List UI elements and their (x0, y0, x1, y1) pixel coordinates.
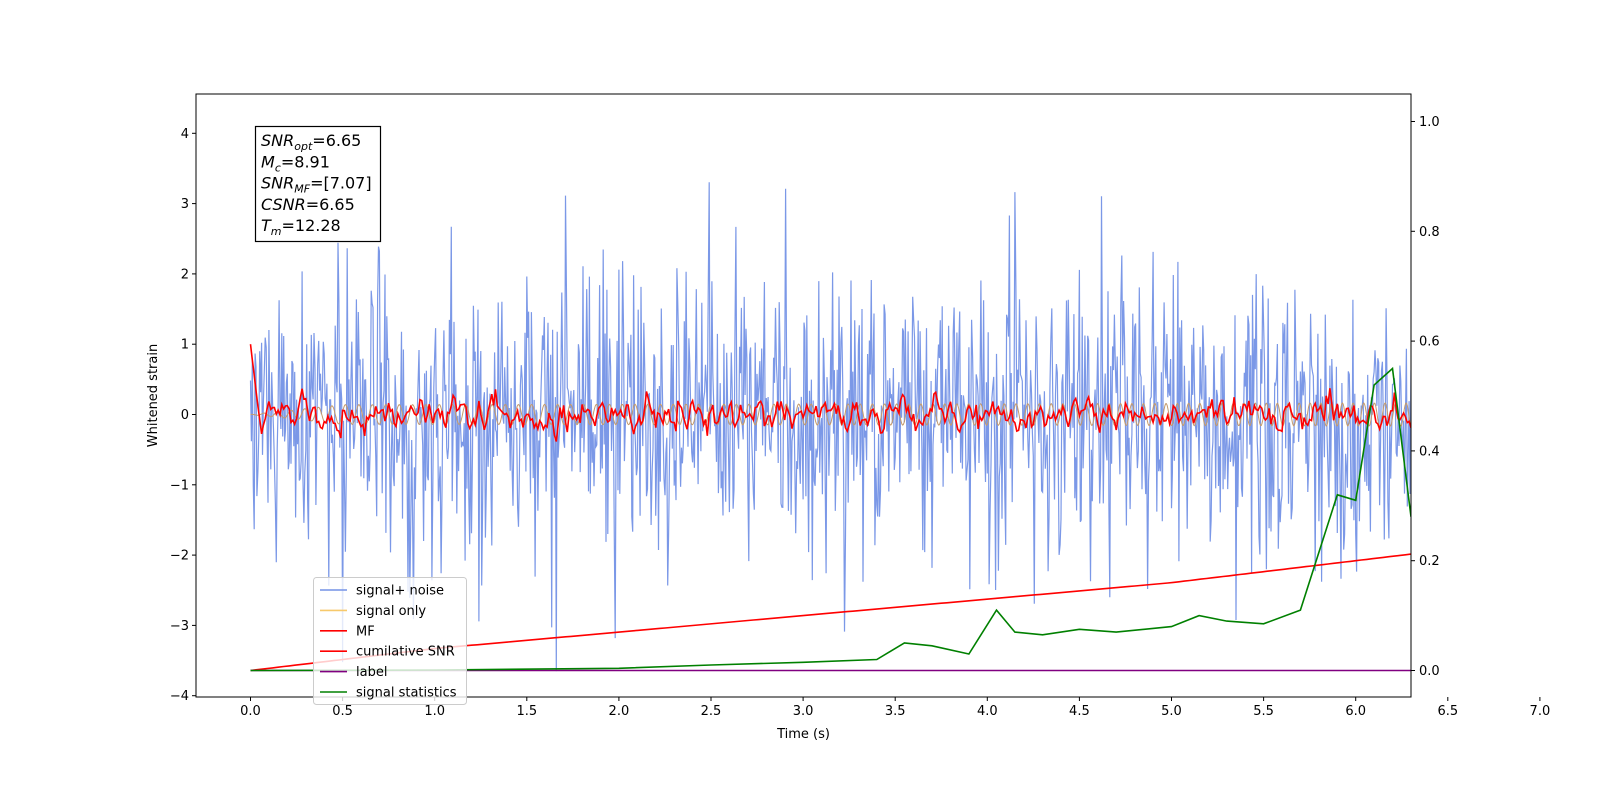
annotation-subscript: c (275, 161, 281, 174)
legend: signal+ noise signal only MF cumilative SNR… (313, 577, 467, 705)
x-tick-label: 6.5 (1437, 704, 1458, 719)
annotation-symbol: T (261, 216, 272, 235)
y-tick-left-label: −2 (170, 549, 189, 564)
y-axis-label: Whitened strain (146, 344, 161, 447)
annotation-subscript: MF (294, 183, 310, 196)
legend-label: signal only (356, 604, 426, 619)
y-tick-right-label: 0.2 (1419, 554, 1440, 569)
y-tick-right-label: 0.8 (1419, 225, 1440, 240)
annotation-value: =6.65 (306, 195, 355, 214)
x-tick-label: 7.0 (1530, 704, 1551, 719)
x-axis-ticks: 0.0 0.5 1.0 1.5 2.0 2.5 3.0 3.5 4.0 4.5 5.0 5.5 6.0 6… (240, 697, 1551, 719)
annotation-symbol: SNR (261, 174, 294, 193)
series-signal-noise (249, 182, 1411, 672)
x-tick-label: 2.0 (609, 704, 630, 719)
metrics-annotation-box: SNRopt=6.65Mc=8.91SNRMF=[7.07]CSNR=6.65T… (254, 125, 382, 243)
x-axis-label: Time (s) (776, 727, 830, 742)
y-axis-right-ticks: 1.0 0.8 0.6 0.4 0.2 0.0 (1411, 115, 1440, 679)
legend-label: cumilative SNR (356, 645, 455, 660)
annotation-subscript: m (271, 225, 282, 238)
series-signal-statistics (250, 366, 1411, 672)
y-tick-left-label: −1 (170, 478, 189, 493)
x-tick-label: 2.5 (701, 704, 722, 719)
x-tick-label: 1.0 (424, 704, 445, 719)
annotation-line: Mc=8.91 (261, 152, 330, 174)
x-tick-label: 5.0 (1161, 704, 1182, 719)
annotation-symbol: M (261, 152, 275, 171)
annotation-value: =6.65 (312, 131, 361, 150)
plot-area (249, 182, 1411, 672)
x-tick-label: 6.0 (1345, 704, 1366, 719)
x-tick-label: 3.5 (885, 704, 906, 719)
y-tick-left-label: −3 (170, 619, 189, 634)
y-tick-left-label: 4 (181, 127, 189, 142)
annotation-value: =12.28 (282, 216, 341, 235)
series-mf (249, 344, 1411, 442)
x-tick-label: 4.0 (977, 704, 998, 719)
y-tick-left-label: 3 (181, 197, 189, 212)
legend-label: label (356, 665, 387, 680)
legend-label: signal+ noise (356, 584, 444, 599)
x-tick-label: 1.5 (516, 704, 537, 719)
y-tick-left-label: −4 (170, 689, 189, 704)
y-axis-left-ticks: 4 3 2 1 0 −1 −2 −3 −4 (170, 127, 196, 704)
y-tick-right-label: 1.0 (1419, 115, 1440, 130)
y-tick-right-label: 0.6 (1419, 335, 1440, 350)
annotation-symbol: SNR (261, 131, 294, 150)
series-signal-only (250, 402, 1411, 427)
annotation-line: SNRopt=6.65 (261, 131, 361, 153)
x-tick-label: 0.5 (332, 704, 353, 719)
annotation-line: Tm=12.28 (261, 216, 341, 238)
annotation-value: =[7.07] (310, 174, 372, 193)
series-cumulative-snr (250, 553, 1411, 672)
y-tick-left-label: 0 (181, 408, 189, 423)
y-tick-right-label: 0.0 (1419, 664, 1440, 679)
annotation-box (254, 125, 382, 243)
y-tick-left-label: 1 (181, 338, 189, 353)
legend-label: signal statistics (356, 686, 457, 701)
legend-frame (313, 577, 467, 705)
y-tick-right-label: 0.4 (1419, 444, 1440, 459)
x-tick-label: 5.5 (1253, 704, 1274, 719)
x-tick-label: 4.5 (1069, 704, 1090, 719)
annotation-line: SNRMF=[7.07] (261, 174, 372, 196)
annotation-value: =8.91 (281, 152, 330, 171)
legend-label: MF (356, 624, 375, 639)
x-tick-label: 3.0 (793, 704, 814, 719)
y-tick-left-label: 2 (181, 267, 189, 282)
annotation-subscript: opt (294, 140, 313, 153)
annotation-line: CSNR=6.65 (261, 195, 355, 214)
x-tick-label: 0.0 (240, 704, 261, 719)
annotation-symbol: CSNR (261, 195, 306, 214)
